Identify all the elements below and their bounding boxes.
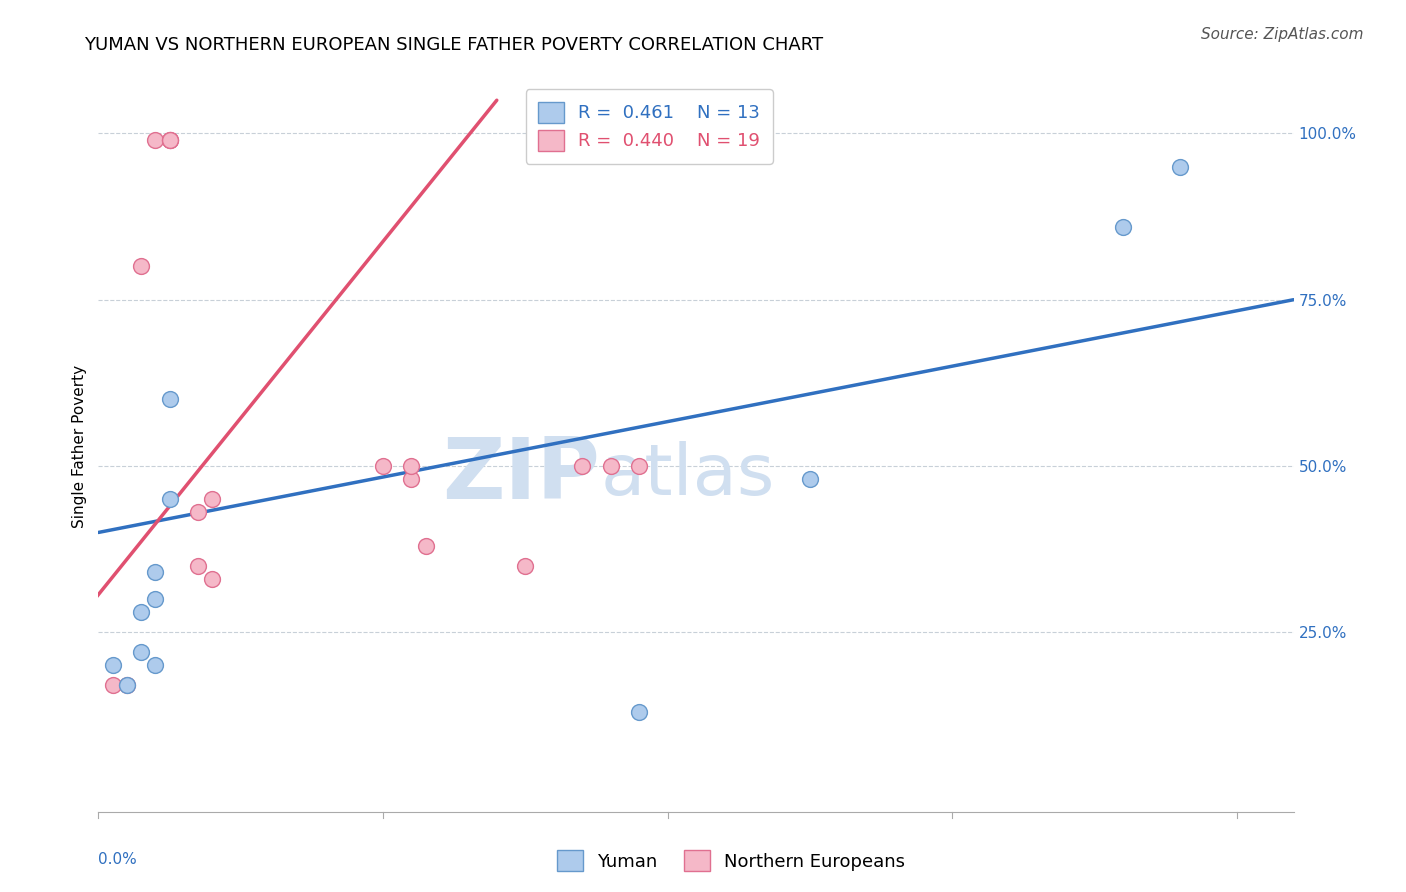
Point	[143, 658, 166, 673]
Point	[187, 558, 209, 573]
Point	[628, 458, 651, 473]
Point	[799, 472, 821, 486]
Text: Source: ZipAtlas.com: Source: ZipAtlas.com	[1201, 27, 1364, 42]
Point	[415, 539, 437, 553]
Point	[143, 566, 166, 580]
Text: atlas: atlas	[600, 441, 775, 509]
Point	[129, 645, 152, 659]
Point	[515, 558, 537, 573]
Point	[571, 458, 593, 473]
Point	[201, 492, 224, 507]
Point	[159, 133, 181, 147]
Point	[159, 392, 181, 407]
Text: 0.0%: 0.0%	[98, 852, 138, 867]
Point	[143, 591, 166, 606]
Point	[1168, 160, 1191, 174]
Text: ZIP: ZIP	[443, 434, 600, 516]
Point	[101, 658, 124, 673]
Legend: Yuman, Northern Europeans: Yuman, Northern Europeans	[550, 843, 912, 879]
Point	[129, 605, 152, 619]
Point	[143, 133, 166, 147]
Point	[159, 133, 181, 147]
Point	[115, 678, 138, 692]
Point	[159, 133, 181, 147]
Y-axis label: Single Father Poverty: Single Father Poverty	[72, 365, 87, 527]
Point	[628, 705, 651, 719]
Point	[599, 458, 621, 473]
Point	[201, 572, 224, 586]
Point	[115, 678, 138, 692]
Point	[101, 678, 124, 692]
Point	[371, 458, 394, 473]
Text: YUMAN VS NORTHERN EUROPEAN SINGLE FATHER POVERTY CORRELATION CHART: YUMAN VS NORTHERN EUROPEAN SINGLE FATHER…	[84, 36, 824, 54]
Point	[401, 458, 423, 473]
Legend: R =  0.461    N = 13, R =  0.440    N = 19: R = 0.461 N = 13, R = 0.440 N = 19	[526, 89, 773, 163]
Point	[129, 260, 152, 274]
Point	[187, 506, 209, 520]
Point	[159, 492, 181, 507]
Point	[401, 472, 423, 486]
Point	[1112, 219, 1135, 234]
